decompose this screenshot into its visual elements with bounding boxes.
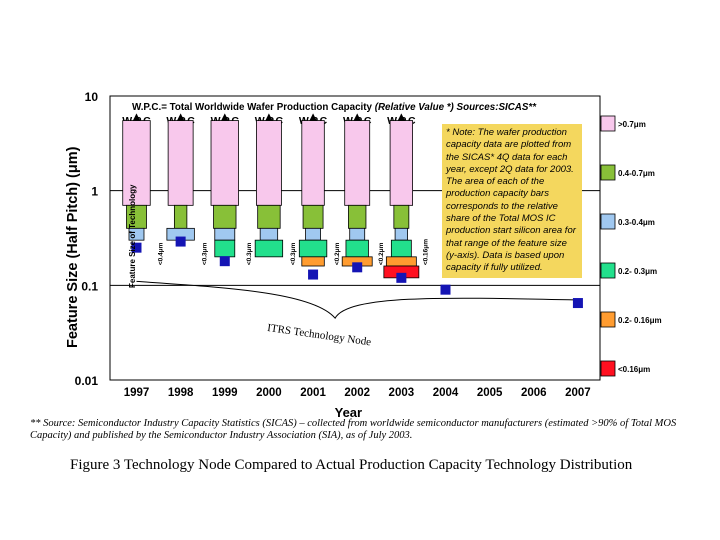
note-box: * Note: The wafer production capacity da… <box>442 124 582 278</box>
itrs-marker <box>572 298 583 309</box>
node-label: <0.3μm <box>202 242 209 265</box>
legend-label: >0.7μm <box>618 120 646 129</box>
itrs-marker <box>175 236 186 247</box>
capacity-bar <box>348 204 367 229</box>
legend-label: 0.3-0.4μm <box>618 218 655 227</box>
x-tick-label: 1999 <box>212 387 238 399</box>
capacity-bar <box>257 204 281 229</box>
legend: >0.7μm 0.4-0.7μm 0.3-0.4μm 0.2- 0.3μm 0.2- 0… <box>600 115 662 377</box>
capacity-bar <box>254 239 284 258</box>
axes: 10 1 0.1 0.01 1997 1998 1999 2000 2001 2002 2003 20… <box>65 90 591 420</box>
legend-swatch <box>600 311 616 328</box>
x-tick-label: 2004 <box>433 387 459 399</box>
capacity-bar <box>344 120 371 206</box>
inner-y-label: Feature Size of Technology <box>128 184 137 288</box>
itrs-marker <box>440 284 451 295</box>
title-sources: Sources:SICAS** <box>457 102 538 113</box>
legend-label: 0.4-0.7μm <box>618 169 655 178</box>
x-tick-label: 2002 <box>344 387 370 399</box>
chart-title: W.P.C.= Total Worldwide Wafer Production… <box>132 102 537 113</box>
node-label: <0.3μm <box>246 242 253 265</box>
itrs-marker <box>131 242 142 253</box>
legend-label: 0.2- 0.16μm <box>618 316 662 325</box>
capacity-bar <box>213 204 237 229</box>
x-axis-title: Year <box>335 405 362 420</box>
itrs-marker <box>396 272 407 283</box>
x-tick-label: 1997 <box>124 387 150 399</box>
x-tick-label: 2003 <box>389 387 415 399</box>
node-labels: <0.4μm <0.3μm <0.3μm <0.3μm <0.2μm <0.2μm <0.1… <box>157 239 429 265</box>
legend-swatch <box>600 115 616 132</box>
capacity-bars <box>122 120 420 279</box>
node-label: <0.16μm <box>422 239 429 265</box>
capacity-bar <box>259 227 279 241</box>
y-axis-title: Feature Size (Half Pitch) (μm) <box>65 146 81 348</box>
chart-text: W.P.C.= Total Worldwide Wafer Production… <box>132 102 537 113</box>
capacity-bar <box>394 227 409 241</box>
legend-swatch <box>600 360 616 377</box>
capacity-bar <box>301 120 325 206</box>
capacity-bar <box>256 120 282 206</box>
plot-frame <box>109 95 601 381</box>
plot-border <box>109 95 601 381</box>
x-tick-label: 2007 <box>565 387 591 399</box>
x-tick-label: 2006 <box>521 387 547 399</box>
node-label: <0.3μm <box>290 242 297 265</box>
y-tick-label: 10 <box>85 90 99 104</box>
y-tick-label: 0.01 <box>75 374 99 388</box>
capacity-bar <box>298 239 328 258</box>
itrs-label: ITRS Technology Node <box>267 322 373 348</box>
capacity-bar <box>214 239 236 258</box>
itrs-marker <box>308 269 319 280</box>
capacity-bar <box>305 227 321 241</box>
itrs-marker <box>219 256 230 267</box>
legend-swatch <box>600 213 616 230</box>
y-tick-label: 0.1 <box>81 279 98 293</box>
node-label: <0.2μm <box>378 242 385 265</box>
capacity-bar <box>128 227 145 241</box>
legend-label: <0.16μm <box>618 365 650 374</box>
legend-swatch <box>600 262 616 279</box>
capacity-bar <box>173 204 188 229</box>
capacity-bar <box>389 120 414 206</box>
title-relative: (Relative Value *) <box>375 102 457 113</box>
capacity-bar <box>210 120 239 206</box>
itrs-marker <box>352 262 363 273</box>
capacity-bar <box>167 120 194 206</box>
itrs-line <box>136 280 578 320</box>
x-tick-label: 2001 <box>300 387 326 399</box>
capacity-bar <box>345 239 369 258</box>
capacity-bar <box>393 204 410 229</box>
y-tick-label: 1 <box>91 185 98 199</box>
figure-caption: Figure 3 Technology Node Compared to Act… <box>70 457 633 473</box>
source-note: ** Source: Semiconductor Industry Capaci… <box>30 418 677 441</box>
capacity-bar <box>385 256 417 267</box>
capacity-bar <box>349 227 366 241</box>
node-label: <0.2μm <box>334 242 341 265</box>
node-label: <0.4μm <box>157 242 164 265</box>
title-main: W.P.C.= Total Worldwide Wafer Production… <box>132 102 375 113</box>
capacity-bar <box>301 256 325 267</box>
capacity-bar <box>302 204 324 229</box>
x-tick-label: 1998 <box>168 387 194 399</box>
capacity-bar <box>390 239 412 258</box>
x-tick-label: 2000 <box>256 387 282 399</box>
legend-swatch <box>600 164 616 181</box>
legend-label: 0.2- 0.3μm <box>618 267 657 276</box>
x-tick-label: 2005 <box>477 387 503 399</box>
capacity-bar <box>214 227 236 241</box>
